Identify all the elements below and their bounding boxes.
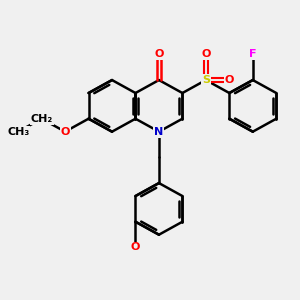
Text: S: S: [202, 75, 210, 85]
Text: O: O: [201, 50, 211, 59]
Text: O: O: [225, 75, 234, 85]
Text: CH₂: CH₂: [31, 114, 53, 124]
Text: F: F: [249, 50, 256, 59]
Text: CH₃: CH₃: [7, 127, 29, 137]
Text: O: O: [154, 50, 164, 59]
Text: N: N: [154, 127, 164, 137]
Text: O: O: [60, 127, 70, 137]
Text: O: O: [131, 242, 140, 252]
